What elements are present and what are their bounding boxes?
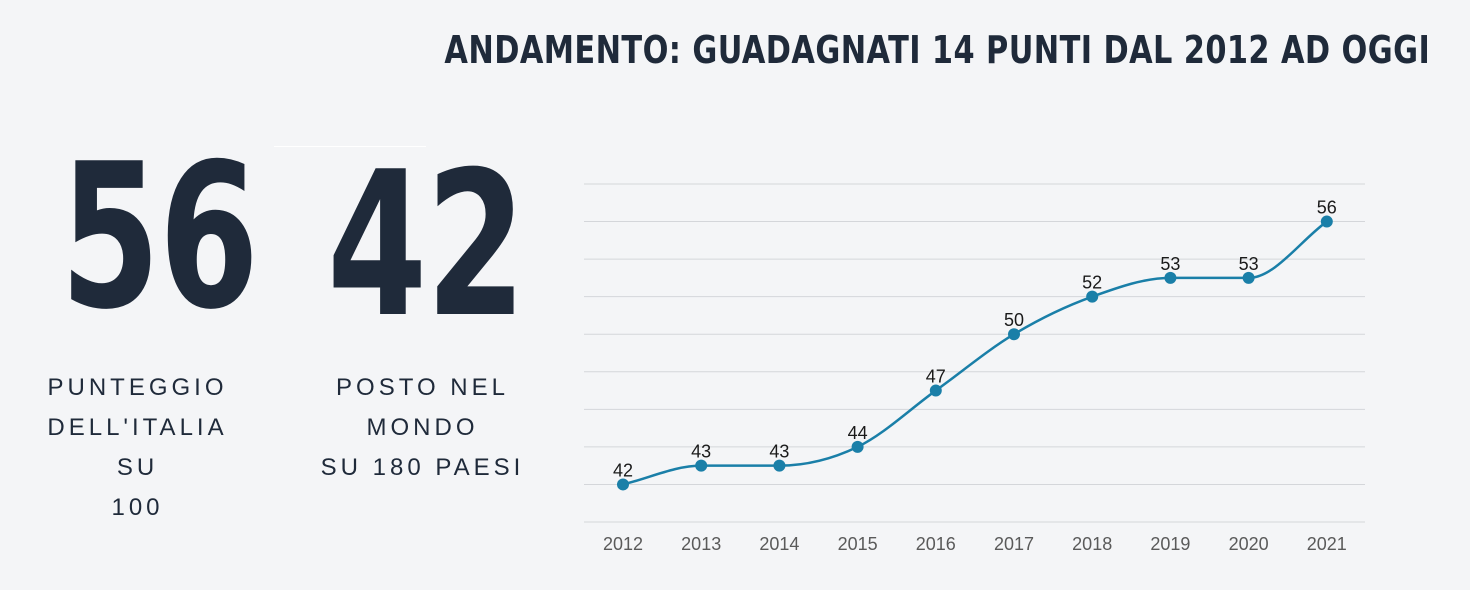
data-label: 53 [1239,254,1259,274]
score-caption-line: DELL'ITALIA SU [47,414,228,481]
data-point [1320,215,1333,228]
data-point [1008,328,1020,341]
data-point [851,440,864,453]
chart-series [622,220,1328,486]
score-number: 56 [60,121,259,354]
x-tick-label: 2020 [1229,534,1269,554]
score-caption: PUNTEGGIO DELL'ITALIA SU 100 [30,368,245,528]
score-caption-line: PUNTEGGIO [47,374,228,401]
data-label: 47 [926,367,946,387]
data-label: 53 [1160,254,1180,274]
x-tick-label: 2016 [916,534,956,554]
data-point [1086,290,1099,303]
score-stat: 56 PUNTEGGIO DELL'ITALIA SU 100 [30,121,259,528]
chart-points [617,215,1333,491]
data-label: 42 [613,460,633,480]
page-title: ANDAMENTO: GUADAGNATI 14 PUNTI DAL 2012 … [444,28,1430,72]
data-point [617,478,629,491]
score-caption-line: 100 [111,494,164,521]
data-point [1164,271,1177,284]
series-line [622,220,1328,486]
chart-gridlines [584,183,1365,523]
data-label: 52 [1082,273,1102,293]
data-label: 44 [848,423,868,443]
rank-caption-line: SU 180 PAESI [320,454,525,481]
x-tick-label: 2015 [838,534,878,554]
divider-line [274,146,426,147]
x-tick-label: 2012 [603,534,643,554]
data-point [773,459,786,472]
data-label: 56 [1317,198,1337,218]
x-tick-label: 2014 [759,534,799,554]
x-tick-label: 2013 [681,534,721,554]
x-tick-label: 2018 [1072,534,1112,554]
rank-number: 42 [327,129,526,362]
data-point [929,384,942,397]
rank-caption-line: POSTO NEL MONDO [336,374,509,441]
data-point [695,459,708,472]
trend-line-chart: 42 2012 43 2013 43 2014 44 2015 47 2016 50 2017 52 20… [584,183,1365,554]
data-label: 43 [769,442,789,462]
x-tick-label: 2019 [1150,534,1190,554]
data-label: 43 [691,442,711,462]
x-tick-label: 2017 [994,534,1034,554]
data-point [1242,271,1255,284]
rank-caption: POSTO NEL MONDO SU 180 PAESI [290,368,555,488]
rank-stat: 42 POSTO NEL MONDO SU 180 PAESI [290,146,555,488]
data-label: 50 [1004,310,1024,330]
chart-labels: 42 2012 43 2013 43 2014 44 2015 47 2016 50 2017 52 20… [603,198,1347,554]
x-tick-label: 2021 [1307,534,1347,554]
